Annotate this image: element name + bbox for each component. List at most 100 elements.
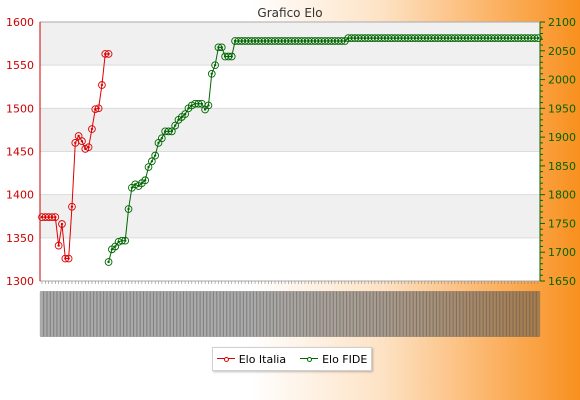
data-point-elo-italia: [78, 137, 86, 145]
data-point-elo-italia: [68, 202, 76, 211]
x-tick-label-blur: [349, 291, 354, 337]
x-tick-label-blur: [309, 291, 314, 337]
x-tick-label-blur: [336, 291, 341, 337]
x-tick-label-blur: [422, 291, 428, 337]
data-point-core-elo-fide: [536, 36, 540, 40]
plot-band: [40, 194, 540, 238]
x-tick-label-blur: [43, 291, 48, 337]
x-tick-label-blur: [395, 291, 401, 337]
x-tick-label-blur: [459, 291, 464, 337]
x-tick-label-blur: [66, 291, 71, 337]
x-tick-label-blur: [435, 291, 441, 337]
left-tick-label: 1550: [6, 59, 34, 72]
x-tick-label-blur: [189, 291, 194, 337]
x-tick-label-blur: [352, 291, 358, 337]
x-tick-label-blur: [429, 291, 434, 337]
x-tick-label-blur: [176, 291, 181, 337]
data-point-core-elo-italia: [57, 244, 60, 247]
data-point-elo-fide: [534, 34, 542, 42]
data-point-core-elo-fide: [207, 104, 210, 107]
x-tick-label-blur: [415, 291, 421, 337]
x-tick-label-blur: [289, 291, 294, 337]
x-tick-label-blur: [172, 291, 178, 337]
data-point-elo-fide: [148, 157, 156, 166]
right-tick-label: 1650: [548, 275, 576, 288]
x-tick-label-blur: [202, 291, 208, 337]
x-tick-label-blur: [276, 291, 281, 337]
data-point-elo-fide: [181, 110, 189, 118]
x-tick-label-blur: [169, 291, 175, 337]
right-tick-label: 1900: [548, 131, 576, 144]
x-tick-label-blur: [356, 291, 361, 337]
plot-band: [40, 108, 540, 152]
x-tick-label-blur: [469, 291, 474, 337]
left-tick-label: 1600: [6, 16, 34, 29]
x-tick-label-blur: [532, 291, 537, 337]
x-tick-label-blur: [379, 291, 384, 337]
x-tick-label-blur: [89, 291, 95, 337]
x-tick-label-blur: [216, 291, 221, 337]
x-tick-label-blur: [166, 291, 171, 337]
plot-band: [40, 237, 540, 281]
x-tick-label-blur: [439, 291, 444, 337]
data-point-core-elo-italia: [60, 222, 64, 226]
x-tick-label-blur: [306, 291, 311, 337]
data-point-core-elo-fide: [203, 108, 207, 111]
data-point-elo-fide: [157, 134, 166, 143]
x-tick-label-blur: [139, 291, 145, 337]
x-tick-label-blur: [465, 291, 471, 337]
x-tick-label-blur: [39, 291, 45, 337]
x-tick-label-blur: [136, 291, 141, 337]
data-point-core-elo-italia: [77, 134, 80, 138]
x-tick-label-blur: [79, 291, 85, 337]
data-point-elo-fide: [211, 61, 219, 70]
x-tick-label-blur: [226, 291, 231, 337]
data-point-elo-italia: [98, 81, 106, 89]
data-point-core-elo-italia: [70, 205, 74, 208]
data-point-elo-fide: [151, 151, 160, 160]
data-point-elo-italia: [104, 50, 113, 58]
x-tick-label-blur: [126, 291, 131, 337]
x-tick-label-blur: [146, 291, 151, 337]
data-point-core-elo-italia: [67, 257, 70, 260]
x-tick-label-blur: [282, 291, 288, 337]
data-point-core-elo-fide: [143, 179, 147, 182]
legend-item-elo-fide[interactable]: Elo FIDE: [300, 353, 367, 366]
x-tick-label-blur: [326, 291, 331, 337]
x-tick-label-blur: [529, 291, 534, 337]
data-point-elo-italia: [88, 125, 96, 133]
x-tick-label-blur: [222, 291, 228, 337]
x-tick-label-blur: [262, 291, 268, 337]
data-point-core-elo-italia: [107, 52, 110, 56]
x-tick-label-blur: [186, 291, 191, 337]
data-point-elo-fide: [167, 127, 176, 136]
x-tick-label-blur: [296, 291, 301, 337]
data-point-core-elo-fide: [213, 63, 217, 67]
x-tick-label-blur: [142, 291, 148, 337]
data-point-elo-italia: [51, 213, 60, 221]
x-tick-label-blur: [525, 291, 531, 337]
x-tick-label-blur: [319, 291, 324, 337]
x-tick-label-blur: [362, 291, 368, 337]
x-tick-label-blur: [286, 291, 291, 337]
data-point-core-elo-fide: [107, 260, 110, 264]
legend-item-elo-italia[interactable]: Elo Italia: [216, 352, 287, 366]
x-tick-label-blur: [242, 291, 248, 337]
x-tick-label-blur: [212, 291, 218, 337]
right-tick-label: 1850: [548, 160, 576, 173]
x-tick-label-blur: [249, 291, 254, 337]
x-tick-label-blur: [149, 291, 155, 337]
data-point-elo-fide: [121, 236, 130, 245]
x-tick-label-blur: [472, 291, 477, 337]
right-tick-label: 1950: [548, 102, 576, 115]
data-point-core-elo-italia: [97, 107, 100, 110]
data-point-elo-fide: [104, 258, 113, 266]
legend-label-elo-italia: Elo Italia: [238, 352, 287, 366]
x-tick-label-blur: [86, 291, 91, 337]
x-tick-label-blur: [475, 291, 481, 337]
x-tick-label-blur: [69, 291, 75, 337]
x-tick-label-blur: [266, 291, 271, 337]
x-tick-label-blur: [316, 291, 321, 337]
x-tick-label-blur: [96, 291, 101, 337]
x-tick-label-blur: [209, 291, 214, 337]
